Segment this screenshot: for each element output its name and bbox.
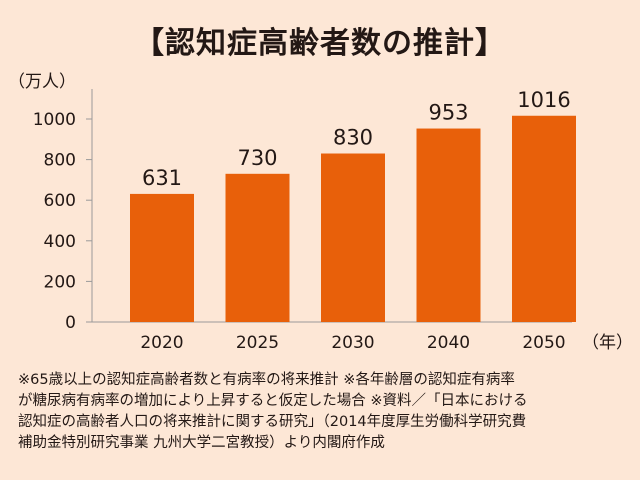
x-tick-label: 2030 <box>331 333 374 353</box>
bar-value-label: 730 <box>237 146 277 170</box>
bar-value-label: 830 <box>333 126 373 150</box>
x-axis-unit-label: （年） <box>582 333 633 353</box>
bar <box>321 153 385 322</box>
y-tick-label: 1000 <box>33 110 76 130</box>
x-tick-label: 2040 <box>427 333 470 353</box>
bar-chart: （万人） （年） 0 200 400 600 800 1000 631 2020 730 202… <box>8 72 633 353</box>
bar <box>225 173 290 322</box>
chart-title: 【認知症高齢者数の推計】 <box>134 26 506 61</box>
y-tick-label: 800 <box>44 151 76 171</box>
bar-layer: 631 2020 730 2025 830 2030 953 2040 1016 2050 <box>130 88 576 353</box>
x-tick-label: 2020 <box>140 333 183 353</box>
axis-layer: 0 200 400 600 800 1000 <box>33 89 572 333</box>
x-tick-label: 2025 <box>236 333 279 353</box>
bar-value-label: 631 <box>142 166 182 190</box>
footnote-line: ※65歳以上の認知症高齢者数と有病率の将来推計 ※各年齢層の認知症有病率 <box>18 372 515 388</box>
footnote-line: 認知症の高齢者人口の将来推計に関する研究」（2014年度厚生労働科学研究費 <box>18 414 527 430</box>
bar-value-label: 953 <box>428 101 468 125</box>
y-tick-label: 400 <box>44 232 76 252</box>
bar <box>130 193 194 322</box>
bar <box>416 128 481 322</box>
y-axis-unit-label: （万人） <box>8 72 76 92</box>
footnote: ※65歳以上の認知症高齢者数と有病率の将来推計 ※各年齢層の認知症有病率 が糖尿… <box>18 370 630 454</box>
bar-value-label: 1016 <box>517 88 570 112</box>
y-tick-label: 0 <box>65 313 76 333</box>
y-tick-label: 600 <box>44 191 76 211</box>
x-tick-label: 2050 <box>522 333 565 353</box>
footnote-line: 補助金特別研究事業 九州大学二宮教授）より内閣府作成 <box>18 435 385 451</box>
bar <box>512 115 576 322</box>
footnote-line: が糖尿病有病率の増加により上昇すると仮定した場合 ※資料／「日本における <box>18 393 528 409</box>
y-tick-label: 200 <box>44 272 76 292</box>
